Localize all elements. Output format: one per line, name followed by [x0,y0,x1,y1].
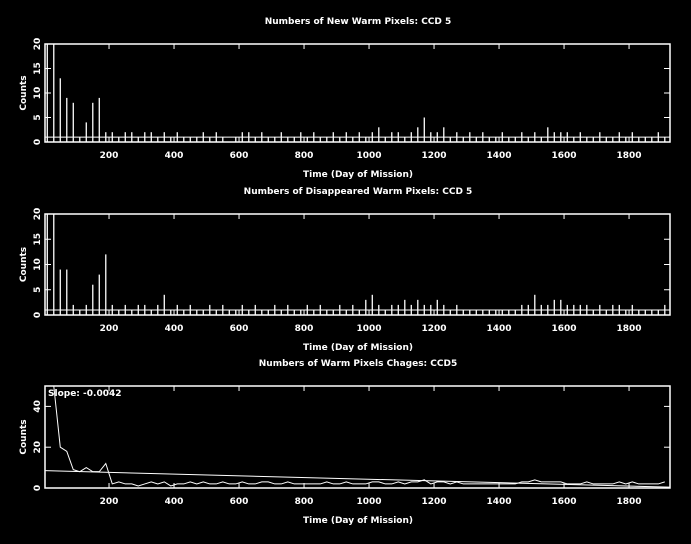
y-tick-label: 10 [33,258,43,271]
y-axis-label: Counts [19,419,29,454]
x-tick-label: 1400 [487,324,512,334]
x-tick-label: 200 [100,497,119,507]
x-tick-label: 1000 [357,151,382,161]
slope-annotation: Slope: -0.0042 [48,389,122,399]
chart-panel-3 [44,385,671,489]
x-tick-label: 600 [230,151,249,161]
x-tick-label: 400 [165,151,184,161]
plot-frame [44,43,671,143]
y-axis-label: Counts [19,75,29,110]
fit-line [44,470,671,488]
plot-frame [44,385,671,489]
x-tick-label: 800 [295,324,314,334]
chart-title: Numbers of Warm Pixels Chages: CCD5 [259,359,457,369]
y-tick-label: 0 [33,312,43,318]
x-tick-label: 1600 [552,497,577,507]
x-tick-label: 1400 [487,151,512,161]
x-tick-label: 600 [230,497,249,507]
x-tick-label: 1800 [617,151,642,161]
x-tick-label: 1600 [552,324,577,334]
x-tick-label: 1200 [422,497,447,507]
x-tick-label: 1600 [552,151,577,161]
plot-frame [44,213,671,316]
x-tick-label: 800 [295,497,314,507]
x-tick-label: 200 [100,324,119,334]
chart-title: Numbers of New Warm Pixels: CCD 5 [265,17,452,27]
y-tick-label: 5 [33,287,43,293]
x-axis-label: Time (Day of Mission) [303,343,413,353]
y-tick-label: 20 [33,38,43,51]
y-tick-label: 10 [33,87,43,100]
chart-panel-2 [44,213,671,316]
x-tick-label: 1200 [422,324,447,334]
x-tick-label: 800 [295,151,314,161]
y-tick-label: 15 [33,233,43,246]
y-tick-label: 40 [33,400,43,413]
x-tick-label: 1000 [357,324,382,334]
y-tick-label: 20 [33,208,43,221]
x-tick-label: 1000 [357,497,382,507]
y-tick-label: 20 [33,441,43,454]
x-tick-label: 200 [100,151,119,161]
x-tick-label: 1200 [422,151,447,161]
chart-title: Numbers of Disappeared Warm Pixels: CCD … [244,187,473,197]
x-tick-label: 1800 [617,497,642,507]
x-axis-label: Time (Day of Mission) [303,516,413,526]
y-tick-label: 5 [33,114,43,120]
x-tick-label: 400 [165,497,184,507]
chart-panel-1 [44,43,671,143]
x-tick-label: 600 [230,324,249,334]
x-axis-label: Time (Day of Mission) [303,170,413,180]
data-line [47,385,665,487]
y-tick-label: 0 [33,139,43,145]
x-tick-label: 400 [165,324,184,334]
x-tick-label: 1800 [617,324,642,334]
y-axis-label: Counts [19,247,29,282]
y-tick-label: 15 [33,62,43,75]
y-tick-label: 0 [33,485,43,491]
x-tick-label: 1400 [487,497,512,507]
